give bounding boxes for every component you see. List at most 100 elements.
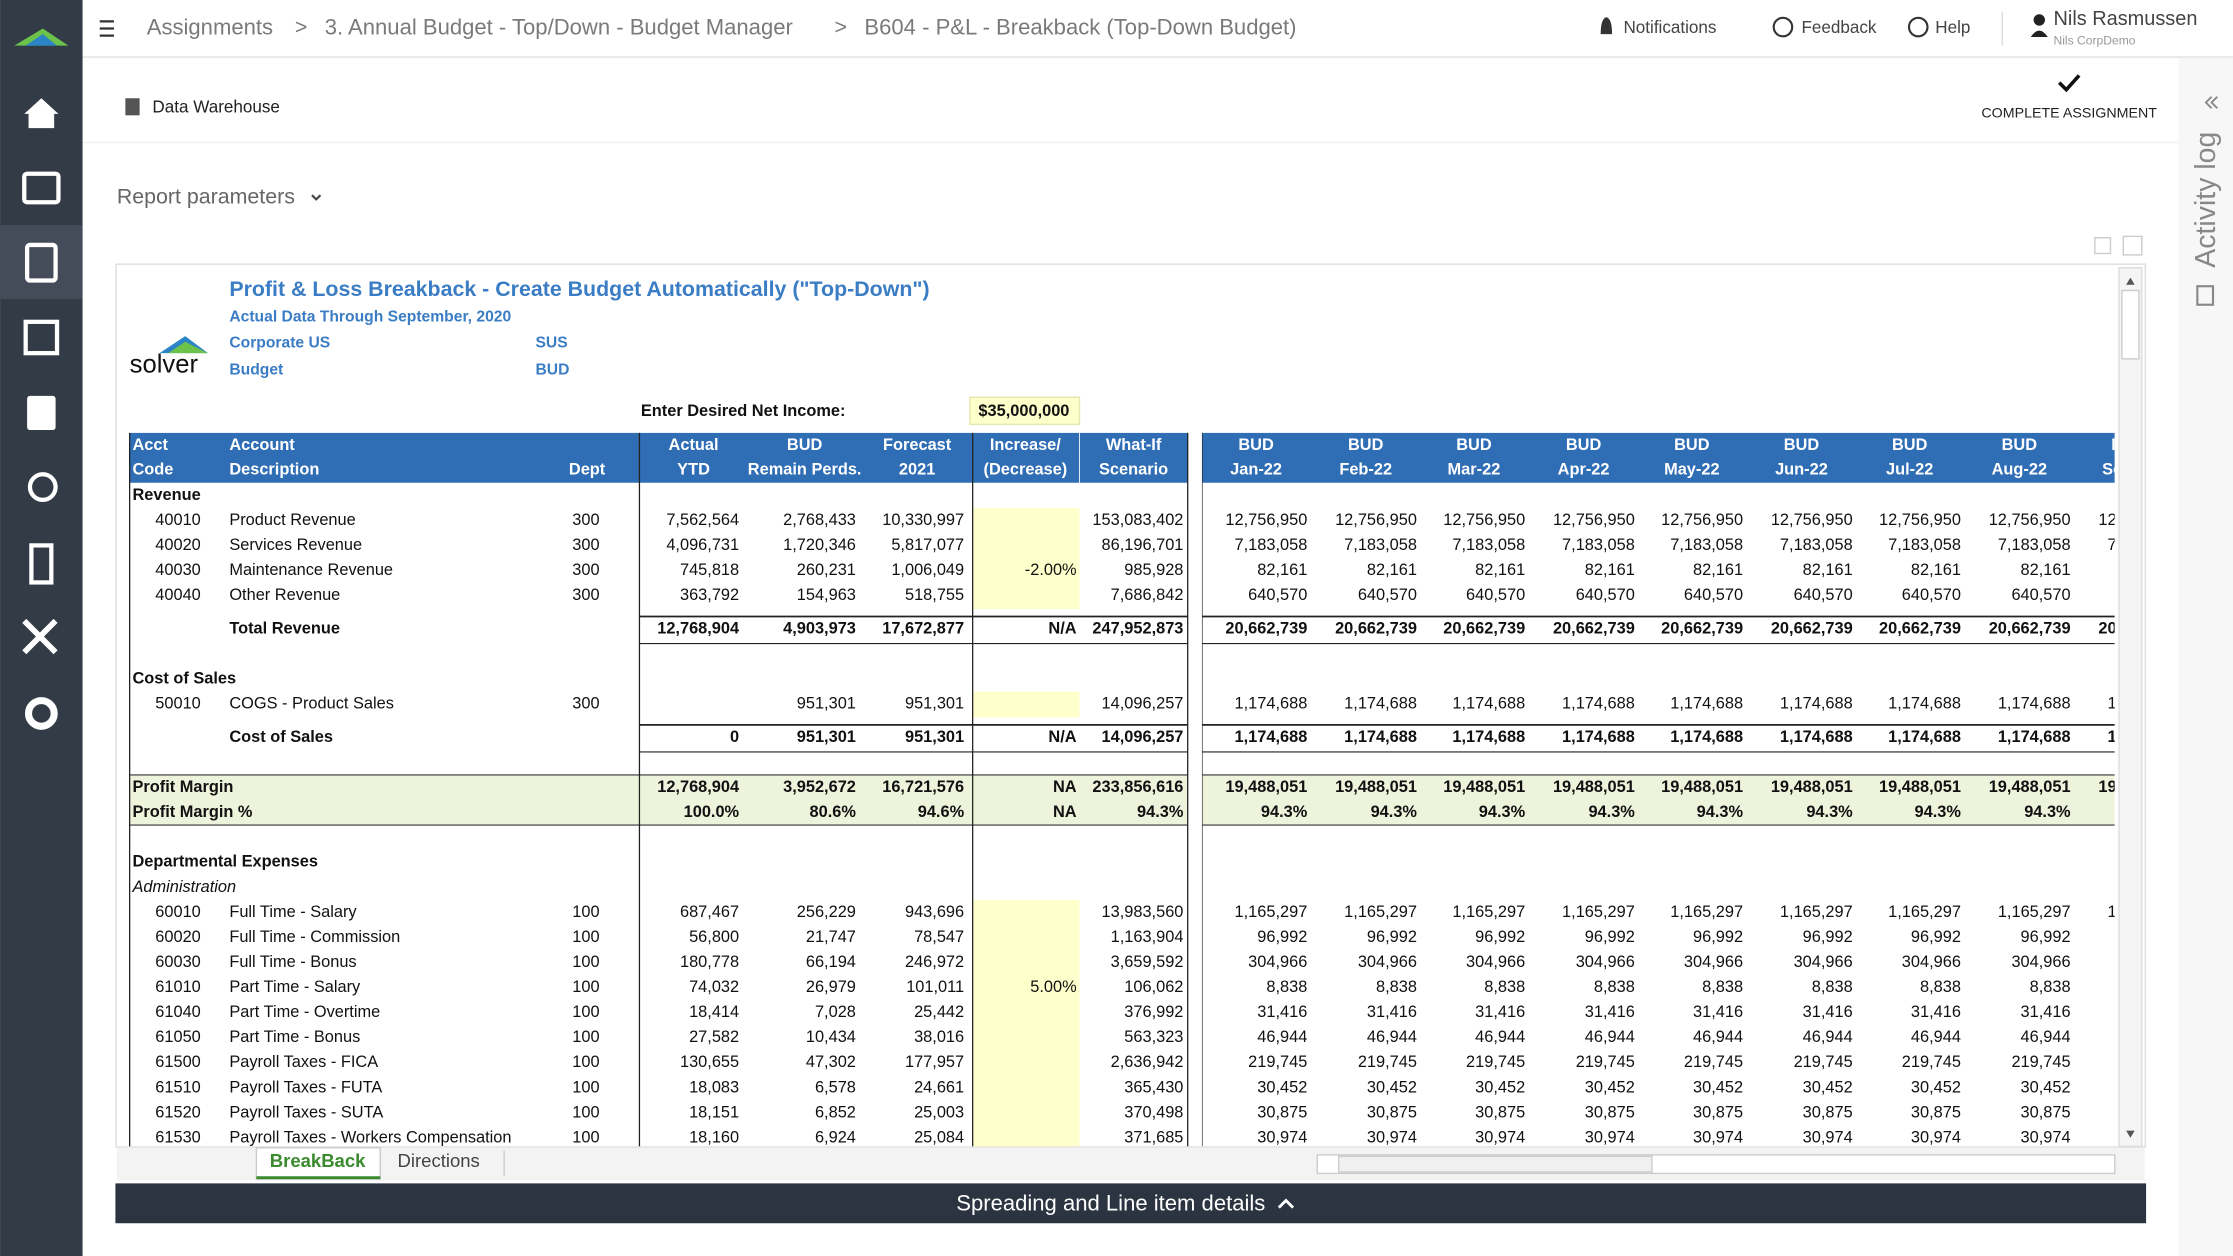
user-icon [2033,14,2045,26]
notifications[interactable]: Notifications [1623,18,1716,37]
cell-month: 94.3% [1915,803,1962,821]
net-income[interactable]: $35,000,000 [978,402,1069,420]
nav-library[interactable] [22,171,61,205]
margin-bg [129,800,1188,826]
month-header: Aug-22 [1992,460,2047,478]
nav-tools[interactable] [22,618,58,655]
nav-settings[interactable] [24,697,58,730]
cell-acct: 50010 [155,695,201,713]
v-scroll-thumb[interactable] [2121,289,2140,360]
cell-actual: 18,151 [689,1103,739,1121]
cell-month: 8,838 [1594,978,1635,996]
cell-month: 1,165,297 [1888,903,1961,921]
cell-month: 1,174,688 [1888,695,1961,713]
cell-month: 30,452 [1475,1078,1525,1096]
menu-button[interactable] [99,20,114,37]
cell-desc: Full Time - Commission [229,928,400,946]
cell-month: 94.3% [1806,803,1853,821]
feedback[interactable]: Feedback [1801,18,1876,37]
cell-month: 1,165,297 [1670,903,1743,921]
help[interactable]: Help [1935,18,1970,37]
cell-month: 19,488,051 [1771,778,1853,796]
activity-log[interactable]: Activity log [2190,132,2222,268]
cell-actual: 4,096,731 [666,536,739,554]
cell-change: NA [1053,803,1077,821]
month-header: BUD [1674,436,1710,454]
cell-whatif: 563,323 [1124,1028,1183,1046]
expand-icon[interactable] [2094,237,2112,255]
cell-forecast: 24,661 [914,1078,964,1096]
cell-whatif: 233,856,616 [1092,778,1183,796]
grid-icon[interactable] [2122,235,2143,256]
cell-desc: Part Time - Bonus [229,1028,360,1046]
cell-month: 30,974 [1367,1128,1417,1146]
cell-acct: 61040 [155,1003,201,1021]
v-scrollbar[interactable] [2118,267,2143,1148]
nav-home[interactable] [24,98,59,129]
cell-month: 1,165,297 [1562,903,1635,921]
cell-month: 1,174,688 [1562,695,1635,713]
cell-month: 30,875 [1367,1103,1417,1121]
nav-users[interactable] [27,472,58,502]
sheet-tab[interactable]: BreakBack [270,1150,366,1171]
column-header: (Decrease) [984,460,1068,478]
nav-calculator[interactable] [27,395,56,431]
report: solver Profit & Loss Breakback - Create … [129,277,2180,1147]
cell-month: 30,452 [2021,1078,2071,1096]
cell-forecast: 78,547 [914,928,964,946]
scroll-up[interactable] [2126,277,2135,285]
cell-month: 30,974 [1475,1128,1525,1146]
cell-month: 7,183,058 [1562,536,1635,554]
breadcrumb[interactable]: 3. Annual Budget - Top/Down - Budget Man… [325,14,793,39]
entity-label: Corporate US [229,334,330,351]
report-parameters[interactable]: Report parameters [117,185,295,209]
cell-month: 82,161 [1585,561,1635,579]
cell-acct: 61510 [155,1078,201,1096]
input-cell [972,975,1080,1001]
nav-assignments[interactable] [24,242,58,283]
cell-month: 7,183,058 [1888,536,1961,554]
month-header: BUD [2111,436,2147,454]
cell-whatif: 371,685 [1124,1128,1183,1146]
complete-assignment[interactable]: COMPLETE ASSIGNMENT [1981,106,2157,122]
month-header: BUD [1348,436,1384,454]
cell-actual: 180,778 [680,953,739,971]
cell-forecast: 17,672,877 [882,620,964,638]
h-scroll-thumb[interactable] [1337,1155,1653,1173]
cell-actual: 27,582 [689,1028,739,1046]
cell-bud: 47,302 [806,1053,856,1071]
collapse-icon[interactable] [2204,96,2218,109]
details-bar[interactable] [115,1183,2147,1224]
nav-reports[interactable] [23,319,60,356]
cell-change: N/A [1048,728,1076,746]
cell-month: 46,944 [1585,1028,1635,1046]
cell-month: 7,183,058 [2107,536,2180,554]
cell-desc: COGS - Product Sales [229,695,394,713]
tab-active[interactable] [255,1147,381,1180]
nav-hierarchy[interactable] [29,543,54,585]
bell-icon [1600,17,1613,35]
cell-dept: 100 [572,1053,599,1071]
details-caret[interactable] [1277,1198,1295,1209]
details-bar-label[interactable]: Spreading and Line item details [956,1191,1265,1216]
user-name[interactable]: Nils Rasmussen [2054,8,2198,30]
cell-month: 8,838 [2030,978,2071,996]
cell-month: 1,174,688 [2107,728,2180,746]
scroll-down[interactable] [2126,1130,2135,1138]
cell-month: 304,966 [1466,953,1525,971]
cell-month: 1,174,688 [1235,728,1308,746]
cell-month: 1,174,688 [1452,728,1525,746]
cell-desc: Cost of Sales [229,728,333,746]
cell-month: 46,944 [1803,1028,1853,1046]
parameters-caret[interactable] [311,194,322,201]
breadcrumb[interactable]: Assignments [147,14,273,39]
input-cell [972,691,1080,718]
cell-month: 8,838 [1266,978,1307,996]
activity-icon[interactable] [2196,285,2215,306]
cell-month: 30,875 [1803,1103,1853,1121]
sheet-tab[interactable]: Directions [398,1150,480,1171]
data-warehouse[interactable]: Data Warehouse [152,98,280,117]
net-income-input[interactable] [969,396,1081,426]
complete-check[interactable] [2057,74,2081,93]
cell-month: 82,161 [1911,561,1961,579]
